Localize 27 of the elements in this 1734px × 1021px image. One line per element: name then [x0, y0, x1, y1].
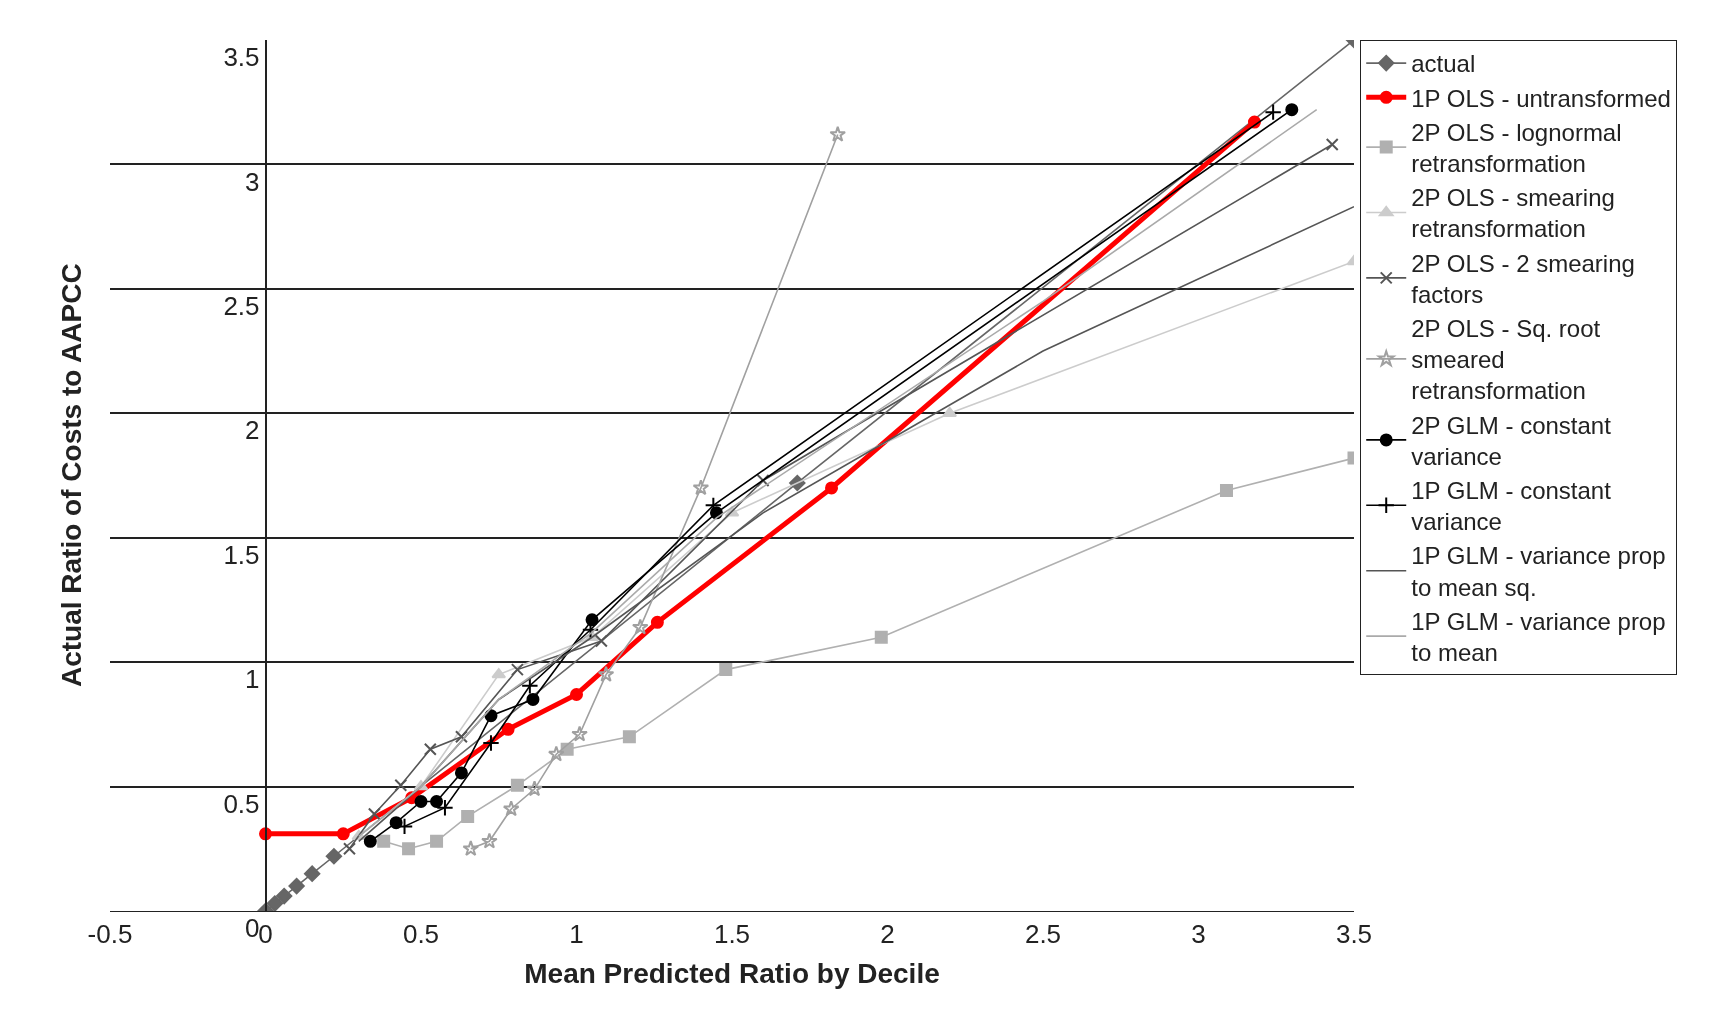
- x-tick-label: 3.5: [1335, 919, 1373, 950]
- x-tick-label: -0.5: [87, 919, 133, 950]
- y-tick-label: 1.5: [223, 539, 260, 570]
- y-tick-label: 3.5: [223, 42, 260, 73]
- legend-label: 2P OLS - lognormal retransformation: [1411, 118, 1622, 178]
- x-axis-title: Mean Predicted Ratio by Decile: [524, 958, 940, 990]
- legend-label: 1P GLM - constant variance: [1411, 477, 1612, 536]
- legend-label: 2P GLM - constant variance: [1411, 411, 1612, 470]
- y-tick-label: 2.5: [223, 290, 260, 321]
- x-tick-label: 1: [569, 919, 584, 950]
- legend-label: 2P OLS - 2 smearing factors: [1411, 249, 1635, 308]
- legend-label: actual: [1411, 50, 1476, 78]
- x-tick-label: 1.5: [713, 919, 751, 950]
- y-tick-label: 0.5: [223, 788, 260, 819]
- x-tick-label: 2: [880, 919, 895, 950]
- legend-label: 1P GLM - variance prop to mean: [1411, 607, 1666, 667]
- y-axis-title: Actual Ratio of Costs to AAPCC: [56, 263, 88, 688]
- x-tick-label: 3: [1191, 919, 1206, 950]
- x-tick-label: 0.5: [402, 919, 440, 950]
- y-tick-label: 1: [245, 664, 260, 695]
- legend-label: 1P GLM - variance prop to mean sq.: [1411, 542, 1666, 601]
- y-tick-label: 2: [245, 415, 260, 446]
- legend-label: 2P OLS - Sq. root smeared retransformation: [1411, 315, 1601, 405]
- y-tick-label: 3: [245, 166, 260, 197]
- x-tick-label: 2.5: [1024, 919, 1062, 950]
- legend-label: 2P OLS - smearing retransformation: [1411, 184, 1615, 243]
- legend-label: 1P OLS - untransformed: [1411, 84, 1671, 112]
